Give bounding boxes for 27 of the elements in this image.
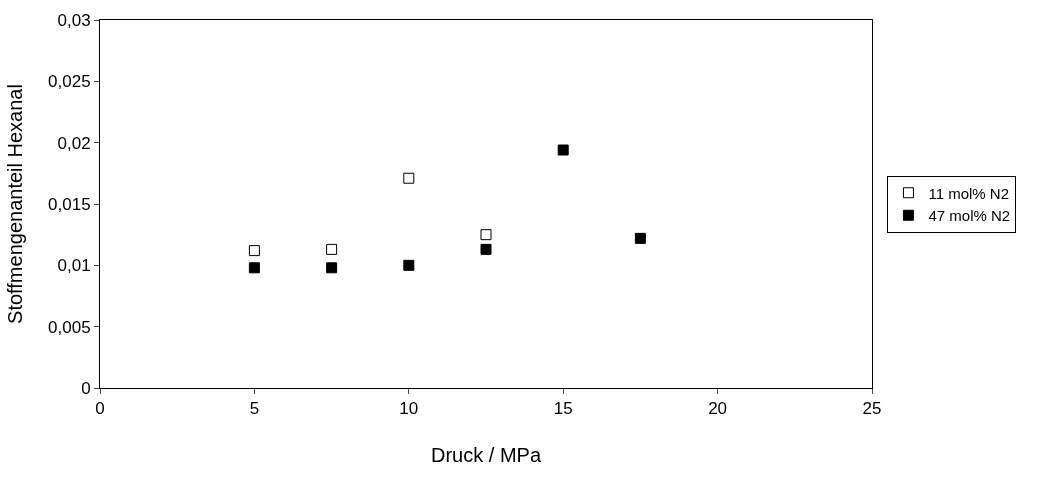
y-tick-label: 0,02 <box>57 133 91 153</box>
y-tick-label: 0,015 <box>48 194 91 214</box>
point <box>403 259 415 271</box>
point <box>557 144 569 156</box>
legend-label: 11 mol% N2 <box>928 184 1010 202</box>
x-tick-label: 15 <box>553 399 573 419</box>
point <box>403 172 415 184</box>
x-tick-label: 0 <box>95 399 105 419</box>
x-tick-label: 20 <box>708 399 728 419</box>
x-axis-title: Druck / MPa <box>430 443 542 466</box>
y-axis-title: Stoffmengenanteil Hexanal <box>3 84 26 324</box>
x-tick-label: 25 <box>862 399 882 419</box>
legend-label: 47 mol% N2 <box>928 207 1011 225</box>
point <box>326 262 338 274</box>
y-tick-label: 0,03 <box>57 10 91 30</box>
y-tick-label: 0,025 <box>48 72 91 92</box>
x-tick-label: 10 <box>399 399 419 419</box>
point <box>634 232 646 244</box>
y-tick-label: 0,005 <box>48 317 91 337</box>
y-tick-label: 0,01 <box>57 256 91 276</box>
point <box>326 243 338 255</box>
point <box>248 245 260 257</box>
point <box>248 262 260 274</box>
y-tick-label: 0 <box>81 378 91 398</box>
point <box>480 243 492 255</box>
x-tick-label: 5 <box>249 399 260 419</box>
point <box>480 229 492 241</box>
